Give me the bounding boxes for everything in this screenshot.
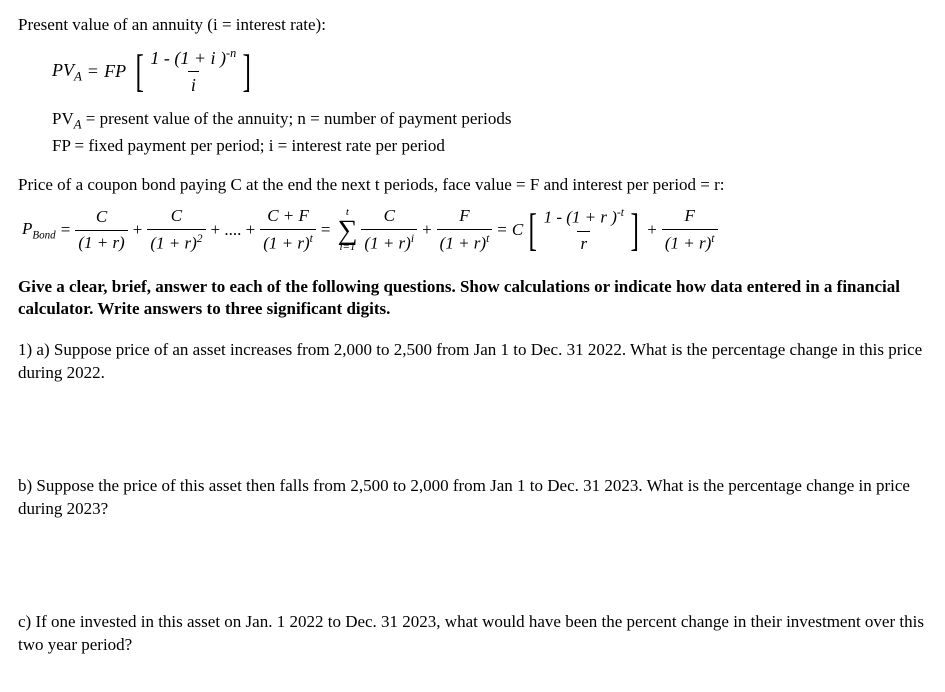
pva-lhs: PVA: [52, 58, 82, 85]
sf-den-b: (1 + r): [440, 234, 486, 253]
c-coeff: C: [512, 219, 523, 242]
t2-den-b: (1 + r): [150, 234, 196, 253]
bond-formula: PBond = C (1 + r) + C (1 + r)2 + .... + …: [22, 205, 927, 256]
bond-term1: C (1 + r): [75, 206, 127, 255]
bond-intro: Price of a coupon bond paying C at the e…: [18, 174, 927, 197]
left-bracket-icon: [: [136, 53, 144, 90]
t1-num: C: [93, 206, 110, 230]
bond-eq1: =: [58, 219, 74, 242]
ff-den: (1 + r)t: [662, 229, 718, 256]
bond-eq3: =: [494, 219, 510, 242]
p-bond: PBond: [22, 218, 56, 243]
sf-num: F: [456, 205, 472, 229]
question-1a: 1) a) Suppose price of an asset increase…: [18, 339, 927, 385]
pva-text: PV: [52, 60, 74, 80]
ff-sup: t: [711, 232, 714, 245]
sigma-icon: t ∑ i=1: [337, 208, 357, 253]
right-bracket-icon: ]: [630, 212, 638, 249]
def1-rest: = present value of the annuity; n = numb…: [82, 109, 512, 128]
annuity-frac-num: 1 - (1 + i )-n: [147, 45, 239, 71]
ff-den-b: (1 + r): [665, 234, 711, 253]
bond-bracket-group: [ 1 - (1 + r )-t r ]: [525, 205, 642, 256]
t2-sup: 2: [197, 232, 203, 245]
t2-num: C: [168, 205, 185, 229]
plus-s: +: [419, 219, 435, 242]
tt-den: (1 + r)t: [260, 229, 316, 256]
annuity-fraction: 1 - (1 + i )-n i: [147, 45, 239, 98]
bond-term2: C (1 + r)2: [147, 205, 205, 256]
fp-term: FP: [104, 59, 126, 83]
bond-term-t: C + F (1 + r)t: [260, 205, 316, 256]
plus-last: +: [644, 219, 660, 242]
sf-sup: t: [486, 232, 489, 245]
question-1c: c) If one invested in this asset on Jan.…: [18, 611, 927, 657]
ba-num: 1 - (1 + r )-t: [541, 205, 627, 231]
tt-num: C + F: [264, 205, 312, 229]
sf-den: (1 + r)t: [437, 229, 493, 256]
equals-sign: =: [88, 59, 98, 83]
ba-sup: -t: [617, 206, 624, 219]
sc-den-b: (1 + r): [364, 234, 410, 253]
right-bracket-icon: ]: [243, 53, 251, 90]
sc-sup: i: [411, 232, 414, 245]
question-1b: b) Suppose the price of this asset then …: [18, 475, 927, 521]
bond-sum-c: C (1 + r)i: [361, 205, 417, 256]
sc-num: C: [381, 205, 398, 229]
tt-sup: t: [310, 232, 313, 245]
instructions: Give a clear, brief, answer to each of t…: [18, 276, 927, 322]
p-text: P: [22, 219, 32, 238]
t2-den: (1 + r)2: [147, 229, 205, 256]
sigma-symbol: ∑: [337, 218, 357, 243]
annuity-bracket-group: [ 1 - (1 + i )-n i ]: [132, 45, 255, 98]
ba-num-b: 1 - (1 + r ): [544, 208, 617, 227]
tt-den-b: (1 + r): [263, 234, 309, 253]
pva-sub: A: [74, 68, 82, 83]
left-bracket-icon: [: [529, 212, 537, 249]
bond-annuity-frac: 1 - (1 + r )-t r: [541, 205, 627, 256]
dots: + .... +: [208, 219, 259, 242]
def1-pv: PV: [52, 109, 74, 128]
ff-num: F: [682, 205, 698, 229]
def1-sub: A: [74, 117, 82, 131]
annuity-formula: PVA = FP [ 1 - (1 + i )-n i ]: [52, 45, 927, 98]
annuity-intro: Present value of an annuity (i = interes…: [18, 14, 927, 37]
num-body: 1 - (1 + i ): [150, 48, 226, 68]
bond-eq2: =: [318, 219, 334, 242]
p-sub: Bond: [32, 229, 55, 241]
sc-den: (1 + r)i: [361, 229, 417, 256]
annuity-def1: PVA = present value of the annuity; n = …: [52, 108, 927, 134]
plus1: +: [130, 219, 146, 242]
sigma-bot: i=1: [339, 243, 355, 253]
annuity-frac-den: i: [188, 71, 199, 97]
num-sup: -n: [226, 46, 236, 60]
bond-final-f: F (1 + r)t: [662, 205, 718, 256]
ba-den: r: [577, 231, 590, 256]
bond-sum-f: F (1 + r)t: [437, 205, 493, 256]
t1-den: (1 + r): [75, 230, 127, 255]
annuity-def2: FP = fixed payment per period; i = inter…: [52, 135, 927, 158]
